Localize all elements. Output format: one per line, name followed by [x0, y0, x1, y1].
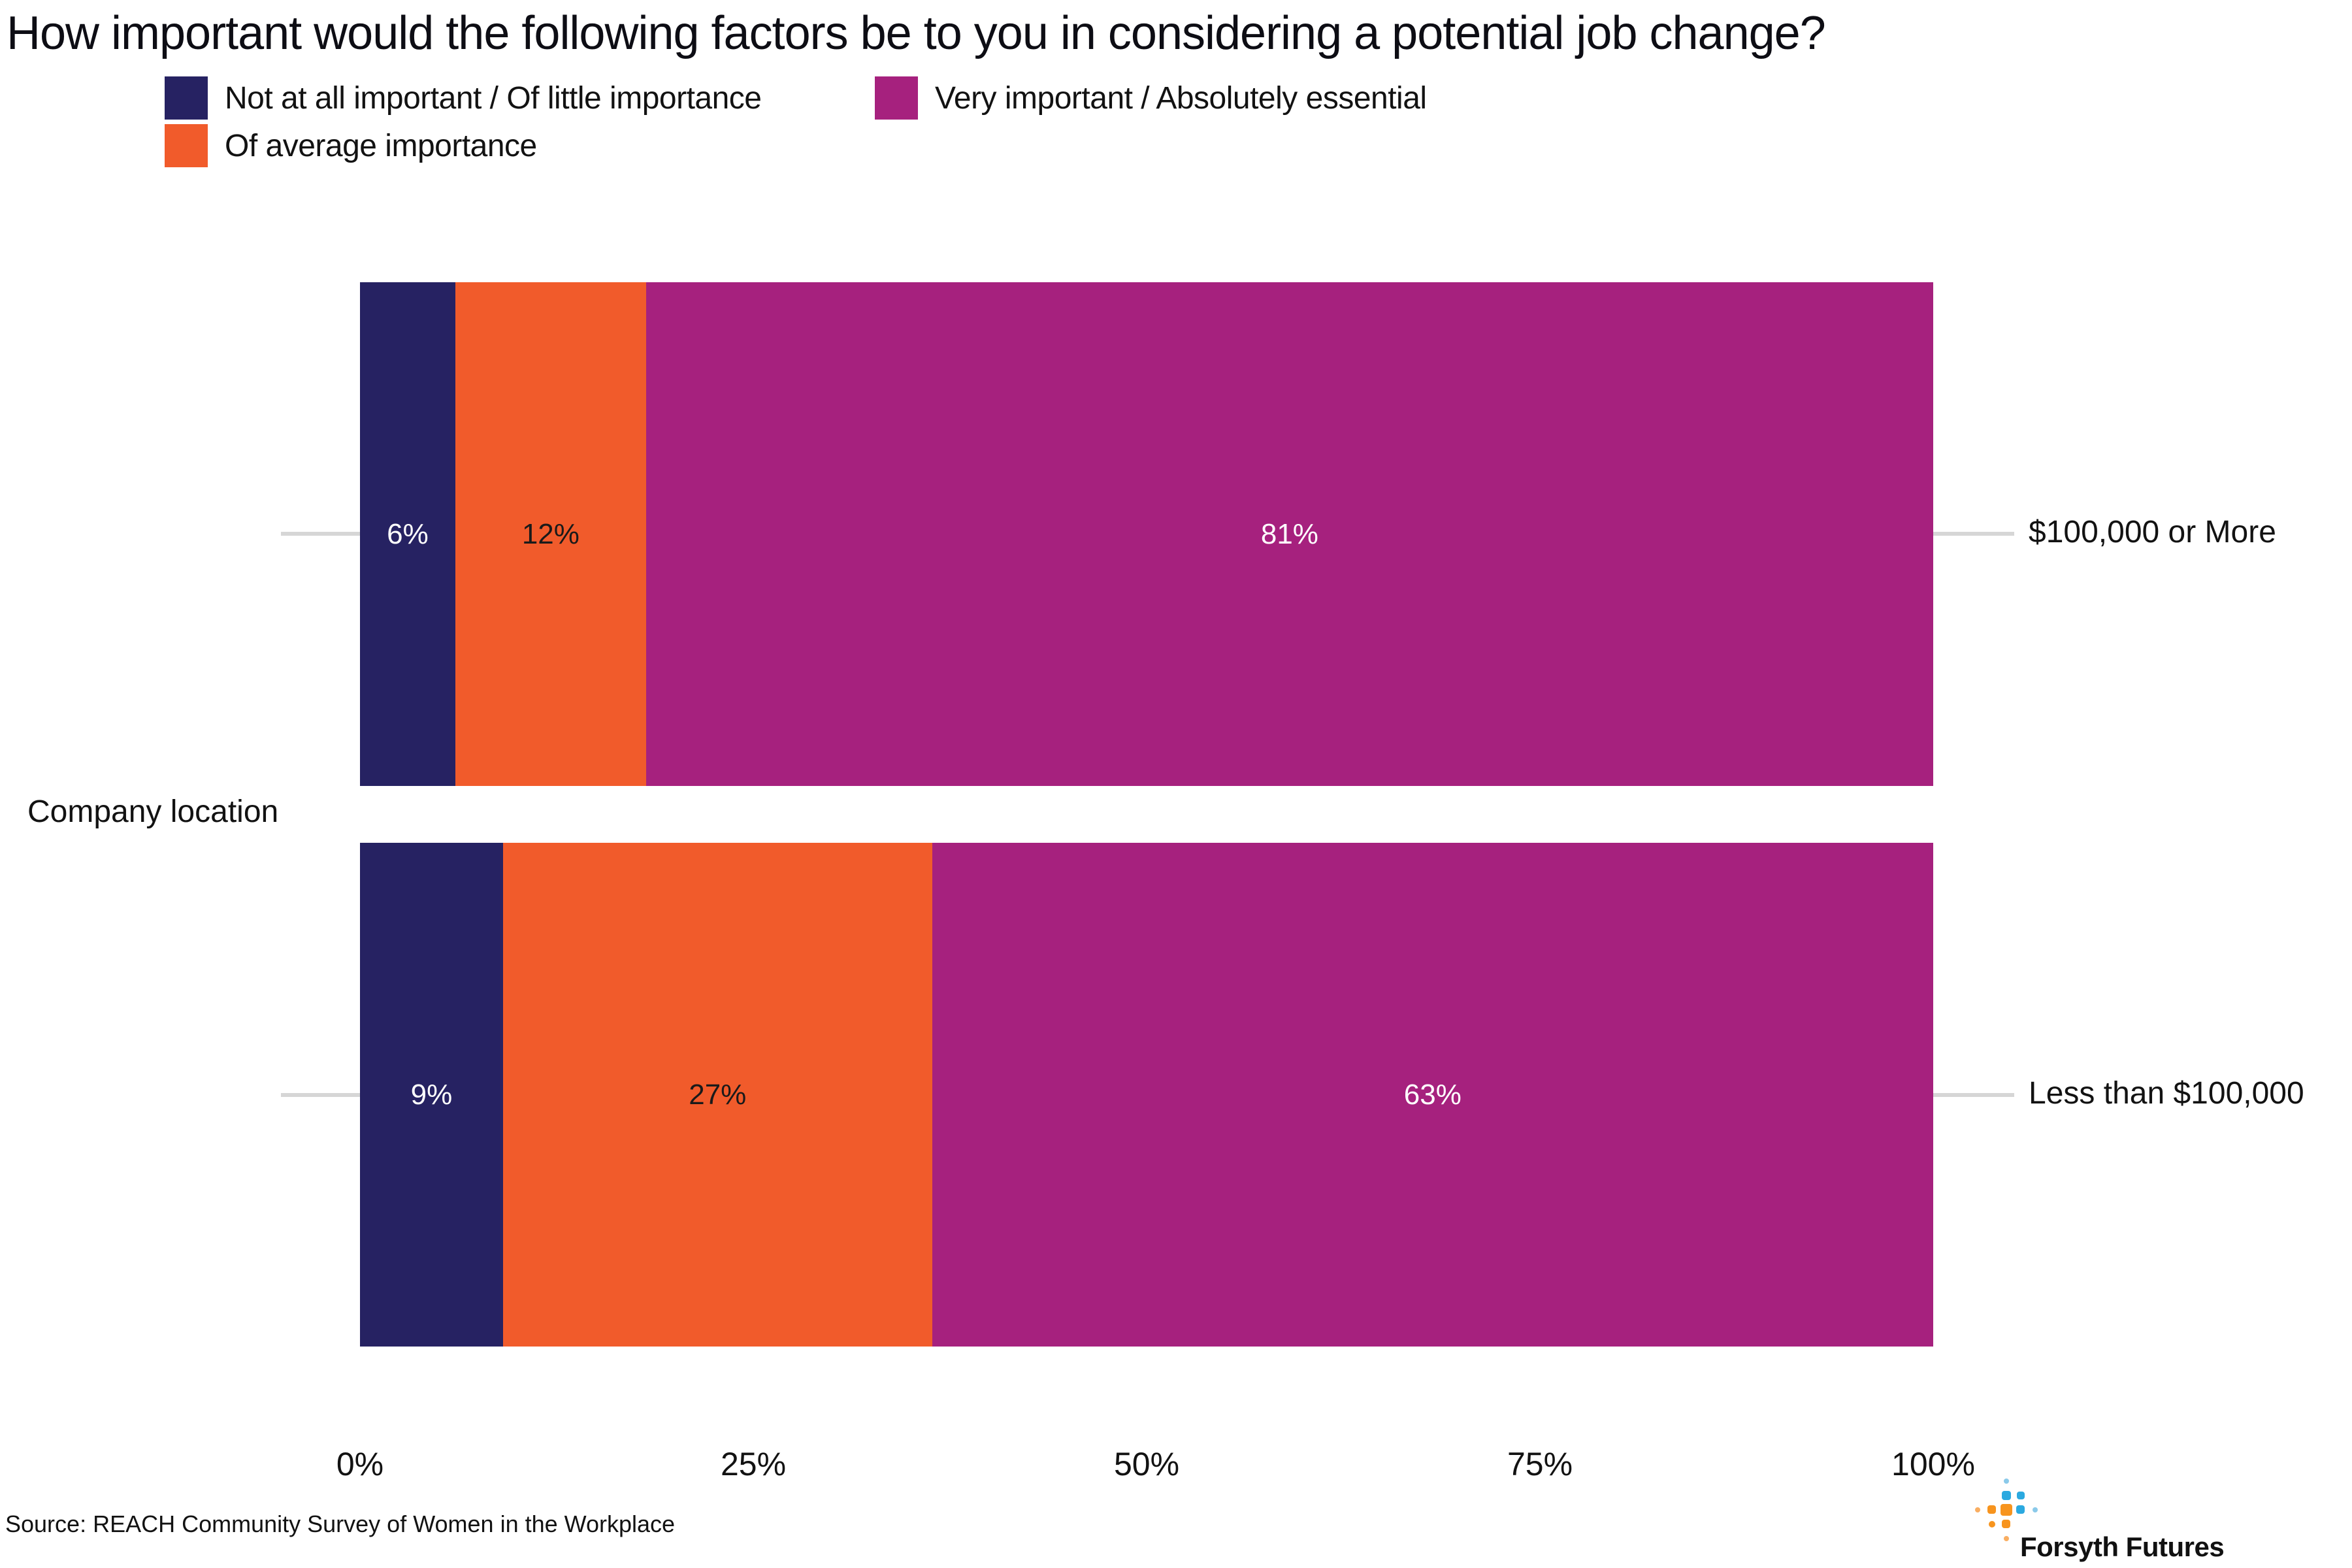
bar-segment-value: 81%	[1260, 517, 1318, 550]
bar-segment-value: 9%	[410, 1078, 453, 1111]
legend-swatch-very-important	[875, 76, 918, 120]
x-axis-tick-75: 75%	[1507, 1446, 1573, 1482]
tick-line-right-top	[1933, 532, 2014, 536]
logo-dot	[2033, 1507, 2038, 1512]
x-axis-tick-25: 25%	[720, 1446, 787, 1482]
legend-item-average-importance: Of average importance	[165, 124, 537, 167]
bar-segment-not-important: 9%	[360, 843, 503, 1347]
tick-line-left-bottom	[281, 1093, 360, 1097]
bar-segment-value: 6%	[387, 517, 429, 550]
legend-label: Very important / Absolutely essential	[935, 80, 1427, 116]
logo-dot	[2002, 1520, 2010, 1528]
bar-segment-average-importance: 27%	[502, 843, 932, 1347]
x-axis-tick-0: 0%	[336, 1446, 384, 1482]
tick-line-left-top	[281, 532, 360, 536]
logo-dot	[2004, 1478, 2009, 1484]
x-axis: 0% 25% 50% 75% 100%	[336, 1445, 1975, 1484]
bar-segment-value: 12%	[521, 517, 580, 550]
logo-dot	[1987, 1505, 1996, 1514]
legend-label: Of average importance	[225, 128, 537, 163]
bar-segment-value: 63%	[1403, 1078, 1462, 1111]
bar-segment-average-importance: 12%	[455, 282, 646, 786]
bar-segment-value: 27%	[689, 1078, 747, 1111]
logo-dot	[2001, 1504, 2012, 1516]
x-axis-tick-50: 50%	[1113, 1446, 1180, 1482]
stacked-bar-less-than-100k: 9% 27% 63%	[360, 843, 1933, 1347]
category-label-100k-or-more: $100,000 or More	[2029, 515, 2276, 549]
logo-dot	[2016, 1505, 2025, 1514]
category-label-less-than-100k: Less than $100,000	[2029, 1076, 2304, 1111]
legend-item-not-important: Not at all important / Of little importa…	[165, 76, 762, 120]
x-axis-tick-100: 100%	[1891, 1446, 1975, 1482]
bar-segment-very-important: 81%	[645, 282, 1933, 786]
forsyth-futures-logo-text: Forsyth Futures	[2020, 1531, 2225, 1562]
source-note: Source: REACH Community Survey of Women …	[5, 1511, 676, 1537]
y-axis-group-label: Company location	[27, 794, 279, 829]
bar-segment-very-important: 63%	[932, 843, 1933, 1347]
chart-title: How important would the following factor…	[7, 7, 1826, 59]
legend-swatch-not-important	[165, 76, 208, 120]
bar-segment-not-important: 6%	[360, 282, 455, 786]
legend-swatch-average-importance	[165, 124, 208, 167]
logo-dot	[2017, 1492, 2025, 1499]
logo-dot	[2004, 1536, 2009, 1541]
forsyth-futures-logo-icon	[1970, 1474, 2042, 1546]
logo-dot	[1975, 1507, 1980, 1512]
legend-label: Not at all important / Of little importa…	[225, 80, 762, 116]
logo-dot	[2002, 1491, 2011, 1500]
tick-line-right-bottom	[1933, 1093, 2014, 1097]
logo-dot	[1989, 1521, 1995, 1527]
legend-item-very-important: Very important / Absolutely essential	[875, 76, 1427, 120]
stacked-bar-100k-or-more: 6% 12% 81%	[360, 282, 1933, 786]
